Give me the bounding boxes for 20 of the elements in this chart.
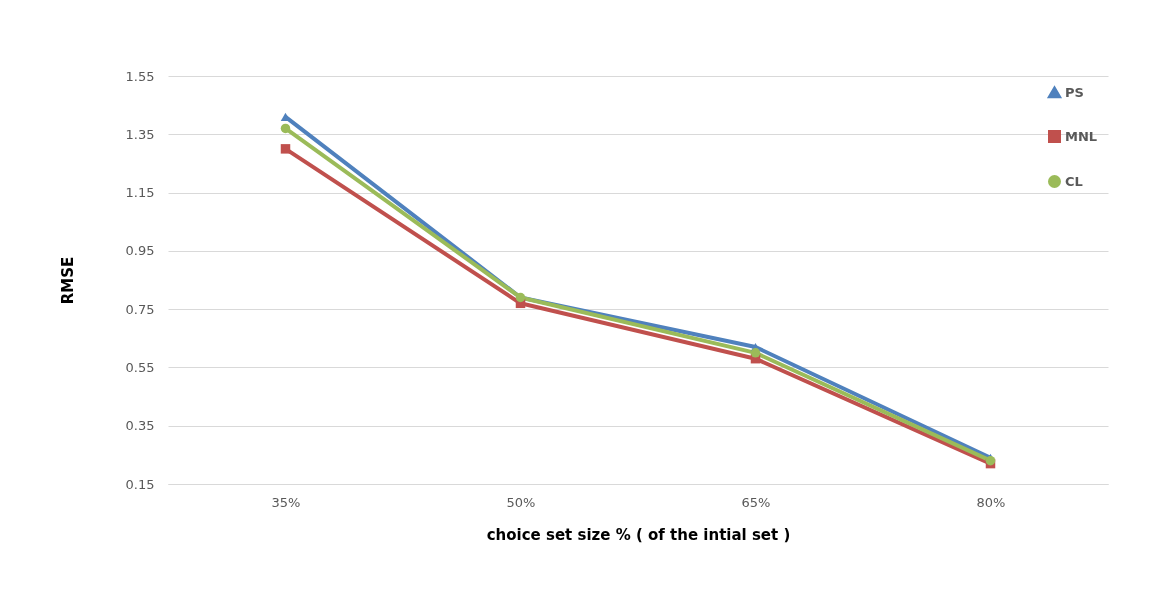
y-tick-label: 0.15 (125, 476, 155, 492)
x-axis-title: choice set size % ( of the intial set ) (486, 525, 791, 544)
y-tick-label: 0.75 (125, 301, 155, 317)
y-tick-label: 0.95 (125, 243, 155, 259)
y-tick-label: 1.35 (125, 126, 155, 142)
y-tick-label: 0.55 (125, 359, 155, 375)
y-axis-title: RMSE (58, 256, 77, 305)
x-tick-label: 65% (741, 494, 771, 510)
point (750, 348, 761, 358)
x-tick-label: 80% (976, 494, 1006, 510)
y-tick-label: 1.55 (125, 68, 155, 84)
legend-label: MNL (1065, 128, 1098, 144)
x-tick-label: 50% (506, 494, 536, 510)
point (280, 123, 291, 134)
legend-label: PS (1065, 84, 1084, 100)
point (280, 144, 291, 154)
y-tick-label: 1.15 (125, 185, 155, 201)
y-tick-label: 0.35 (125, 418, 155, 434)
x-tick-label: 35% (271, 494, 301, 510)
legend-label: CL (1065, 173, 1083, 189)
